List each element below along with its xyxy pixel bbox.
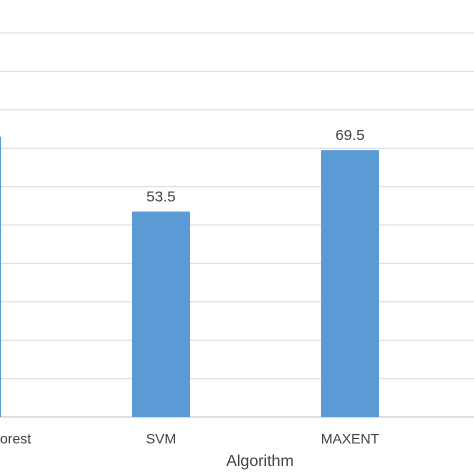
- bar: [132, 211, 190, 417]
- data-label: 69.5: [335, 127, 364, 144]
- x-tick-label: orest: [0, 431, 31, 447]
- data-label: 53.5: [146, 189, 175, 206]
- x-tick-label: MAXENT: [321, 431, 380, 447]
- bar: [0, 136, 1, 417]
- x-axis-title: Algorithm: [226, 453, 294, 470]
- x-tick-label: SVM: [146, 431, 176, 447]
- bar: [321, 150, 379, 417]
